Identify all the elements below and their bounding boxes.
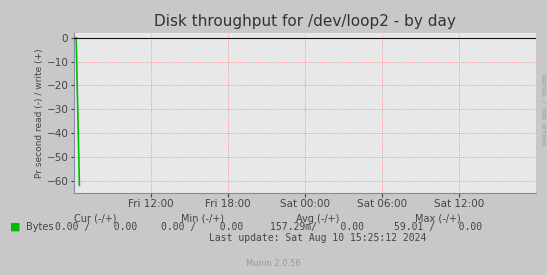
Text: Max (-/+): Max (-/+) [415, 214, 461, 224]
Text: 59.01 /    0.00: 59.01 / 0.00 [393, 222, 482, 232]
Text: ■: ■ [10, 222, 20, 232]
Text: 157.29m/    0.00: 157.29m/ 0.00 [270, 222, 364, 232]
Text: 0.00 /    0.00: 0.00 / 0.00 [55, 222, 137, 232]
Y-axis label: Pr second read (-) / write (+): Pr second read (-) / write (+) [34, 48, 44, 178]
Text: Min (-/+): Min (-/+) [181, 214, 224, 224]
Text: Last update: Sat Aug 10 15:25:12 2024: Last update: Sat Aug 10 15:25:12 2024 [208, 233, 426, 243]
Text: RRDTOOL / TOBI OETIKER: RRDTOOL / TOBI OETIKER [541, 74, 546, 146]
Text: Avg (-/+): Avg (-/+) [295, 214, 339, 224]
Text: Cur (-/+): Cur (-/+) [74, 214, 117, 224]
Title: Disk throughput for /dev/loop2 - by day: Disk throughput for /dev/loop2 - by day [154, 14, 456, 29]
Text: Bytes: Bytes [26, 222, 54, 232]
Text: Munin 2.0.56: Munin 2.0.56 [246, 260, 301, 268]
Text: 0.00 /    0.00: 0.00 / 0.00 [161, 222, 243, 232]
